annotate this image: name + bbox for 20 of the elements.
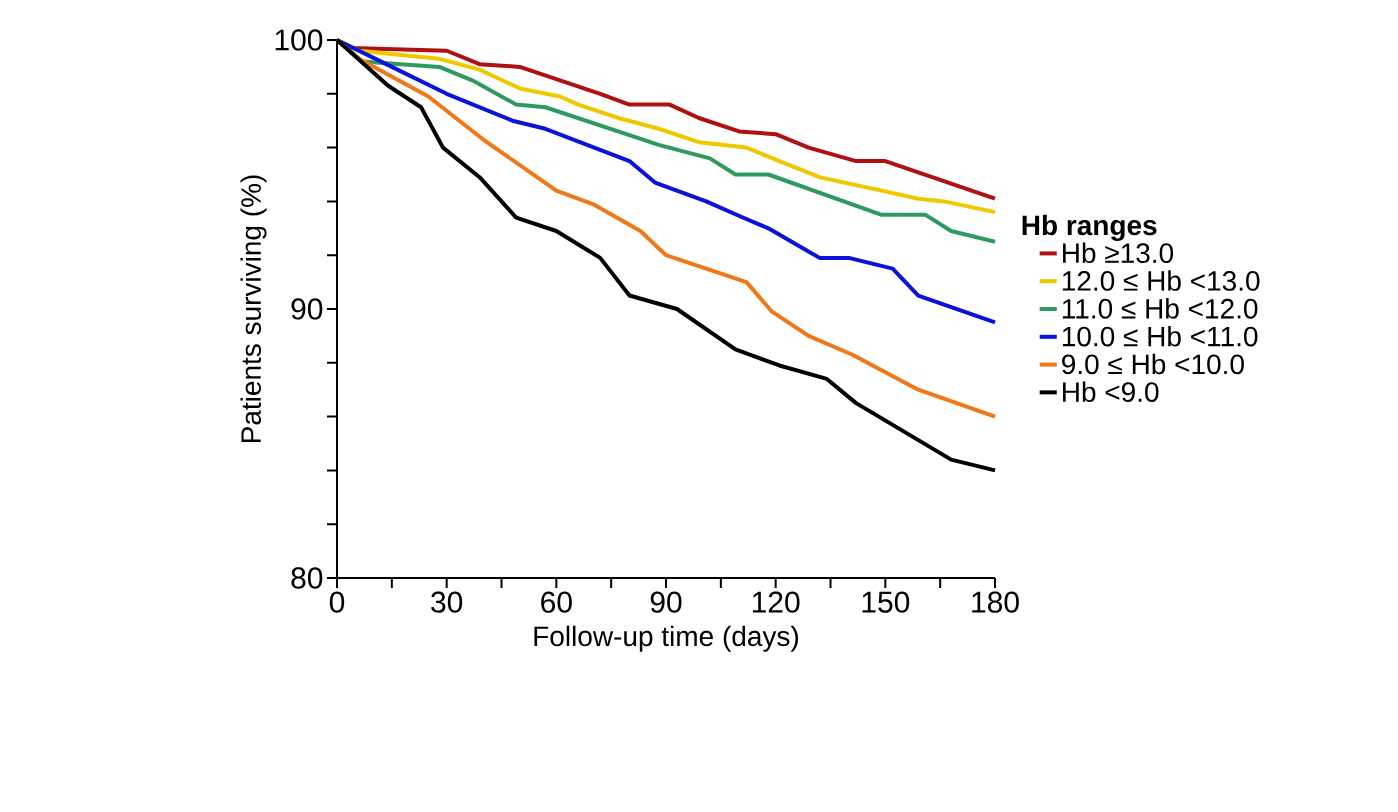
x-tick-label: 0 xyxy=(329,591,345,613)
y-tick-label: 100 xyxy=(275,29,323,51)
legend-label: 9.0 ≤ Hb <10.0 xyxy=(1062,353,1244,375)
y-tick-label: 80 xyxy=(291,567,323,589)
legend-label: 11.0 ≤ Hb <12.0 xyxy=(1062,298,1258,319)
x-tick-label: 30 xyxy=(431,591,463,613)
legend-label: Hb ≥13.0 xyxy=(1063,242,1174,264)
legend-label: 12.0 ≤ Hb <13.0 xyxy=(1062,270,1260,291)
y-tick-label: 90 xyxy=(291,298,323,320)
x-tick-label: 150 xyxy=(862,591,910,613)
legend-label: Hb <9.0 xyxy=(1063,381,1159,403)
x-tick-label: 60 xyxy=(541,591,572,613)
x-tick-label: 120 xyxy=(752,591,800,613)
x-tick-label: 90 xyxy=(650,591,682,613)
line-series xyxy=(335,38,998,325)
legend-label: 10.0 ≤ Hb <11.0 xyxy=(1062,325,1258,347)
legend-title: Hb ranges xyxy=(1022,214,1157,241)
x-tick-label: 180 xyxy=(972,591,1019,613)
x-axis-title: Follow-up time (days) xyxy=(534,625,799,652)
y-axis-title: Patients surviving (%) xyxy=(240,175,267,443)
